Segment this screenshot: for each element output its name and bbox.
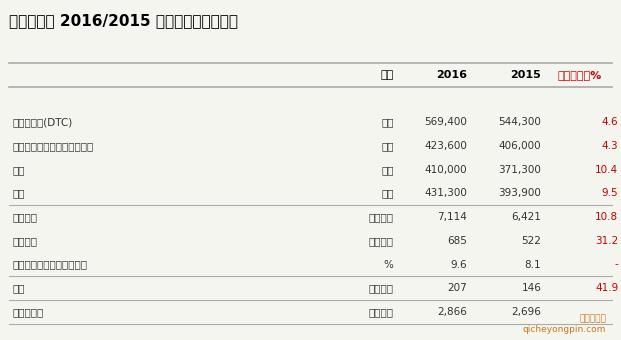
Text: 423,600: 423,600 — [425, 141, 468, 151]
Text: 销量: 销量 — [12, 188, 24, 199]
Text: 9.5: 9.5 — [602, 188, 619, 199]
Text: 单位: 单位 — [380, 70, 394, 80]
Text: 产量: 产量 — [12, 165, 24, 175]
Text: 销售收入: 销售收入 — [12, 212, 37, 222]
Text: 569,400: 569,400 — [425, 117, 468, 127]
Text: 6,421: 6,421 — [512, 212, 542, 222]
Text: 544,300: 544,300 — [499, 117, 542, 127]
Text: 393,900: 393,900 — [499, 188, 542, 199]
Text: 百万欧元: 百万欧元 — [369, 307, 394, 317]
Text: 371,300: 371,300 — [499, 165, 542, 175]
Text: 10.4: 10.4 — [595, 165, 619, 175]
Text: 4.6: 4.6 — [602, 117, 619, 127]
Text: 不包括中国市场的汽车交付量: 不包括中国市场的汽车交付量 — [12, 141, 93, 151]
Text: -: - — [614, 259, 619, 270]
Text: 辆车: 辆车 — [381, 188, 394, 199]
Text: 百万欧元: 百万欧元 — [369, 283, 394, 293]
Text: 辆车: 辆车 — [381, 117, 394, 127]
Text: 4.3: 4.3 — [602, 141, 619, 151]
Text: 8.1: 8.1 — [525, 259, 542, 270]
Text: 406,000: 406,000 — [499, 141, 542, 151]
Text: 百万欧元: 百万欧元 — [369, 236, 394, 246]
Text: 2,866: 2,866 — [438, 307, 468, 317]
Text: %: % — [384, 259, 394, 270]
Text: 斯柯达汽车 2016/2015 年上半年主要数据：: 斯柯达汽车 2016/2015 年上半年主要数据： — [9, 13, 238, 28]
Text: 522: 522 — [522, 236, 542, 246]
Text: 2,696: 2,696 — [512, 307, 542, 317]
Text: 汽车用品网
qicheyongpin.com: 汽车用品网 qicheyongpin.com — [522, 314, 606, 334]
Text: 辆车: 辆车 — [381, 165, 394, 175]
Text: 汽车交付量(DTC): 汽车交付量(DTC) — [12, 117, 72, 127]
Text: 投资: 投资 — [12, 283, 24, 293]
Text: 净流动资产: 净流动资产 — [12, 307, 43, 317]
Text: 41.9: 41.9 — [595, 283, 619, 293]
Text: 685: 685 — [448, 236, 468, 246]
Text: 9.6: 9.6 — [451, 259, 468, 270]
Text: 营业利润占销售收入的比例: 营业利润占销售收入的比例 — [12, 259, 87, 270]
Text: 百万欧元: 百万欧元 — [369, 212, 394, 222]
Text: 2015: 2015 — [510, 70, 542, 80]
Text: 7,114: 7,114 — [438, 212, 468, 222]
Text: 辆车: 辆车 — [381, 141, 394, 151]
Text: 146: 146 — [522, 283, 542, 293]
Text: 2016: 2016 — [437, 70, 468, 80]
Text: 431,300: 431,300 — [425, 188, 468, 199]
Text: 10.8: 10.8 — [595, 212, 619, 222]
Text: 增减百分数%: 增减百分数% — [558, 70, 602, 80]
Text: 营业利润: 营业利润 — [12, 236, 37, 246]
Text: 31.2: 31.2 — [595, 236, 619, 246]
Text: 410,000: 410,000 — [425, 165, 468, 175]
Text: 207: 207 — [448, 283, 468, 293]
